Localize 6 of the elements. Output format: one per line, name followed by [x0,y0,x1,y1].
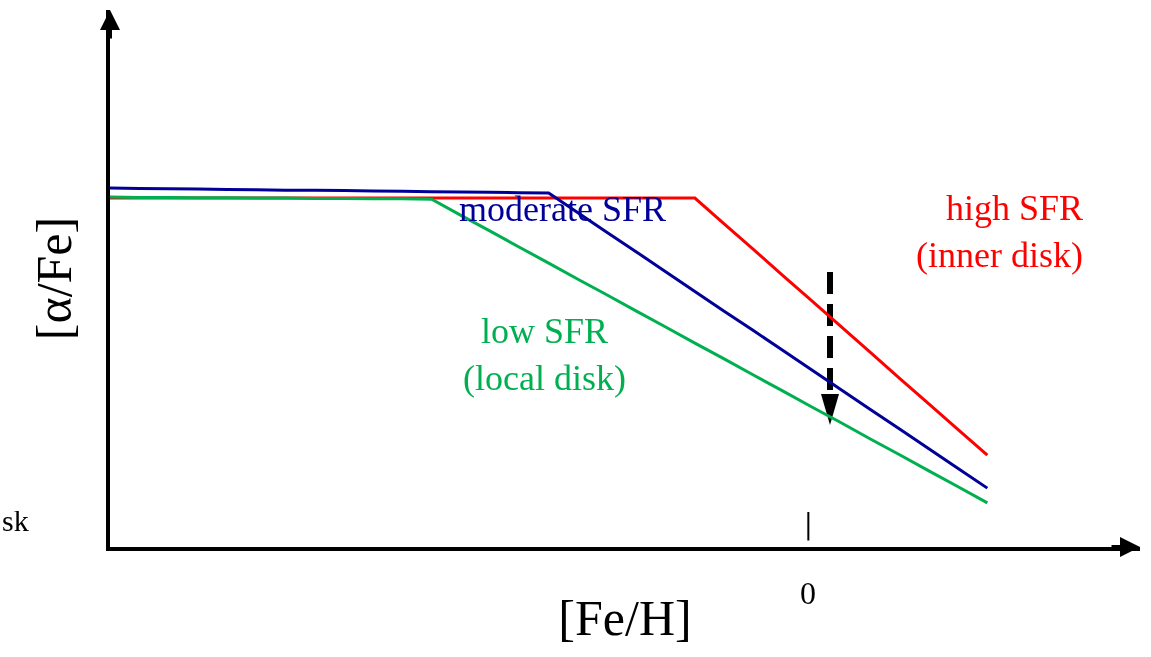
y-axis-title: [α/Fe] [25,216,82,341]
text: high SFR (inner disk) [916,188,1083,275]
x-axis-title: [Fe/H] [558,590,692,647]
text: 0 [800,575,816,611]
text: sk [2,504,29,537]
series-label: low SFR (local disk) [463,311,626,398]
